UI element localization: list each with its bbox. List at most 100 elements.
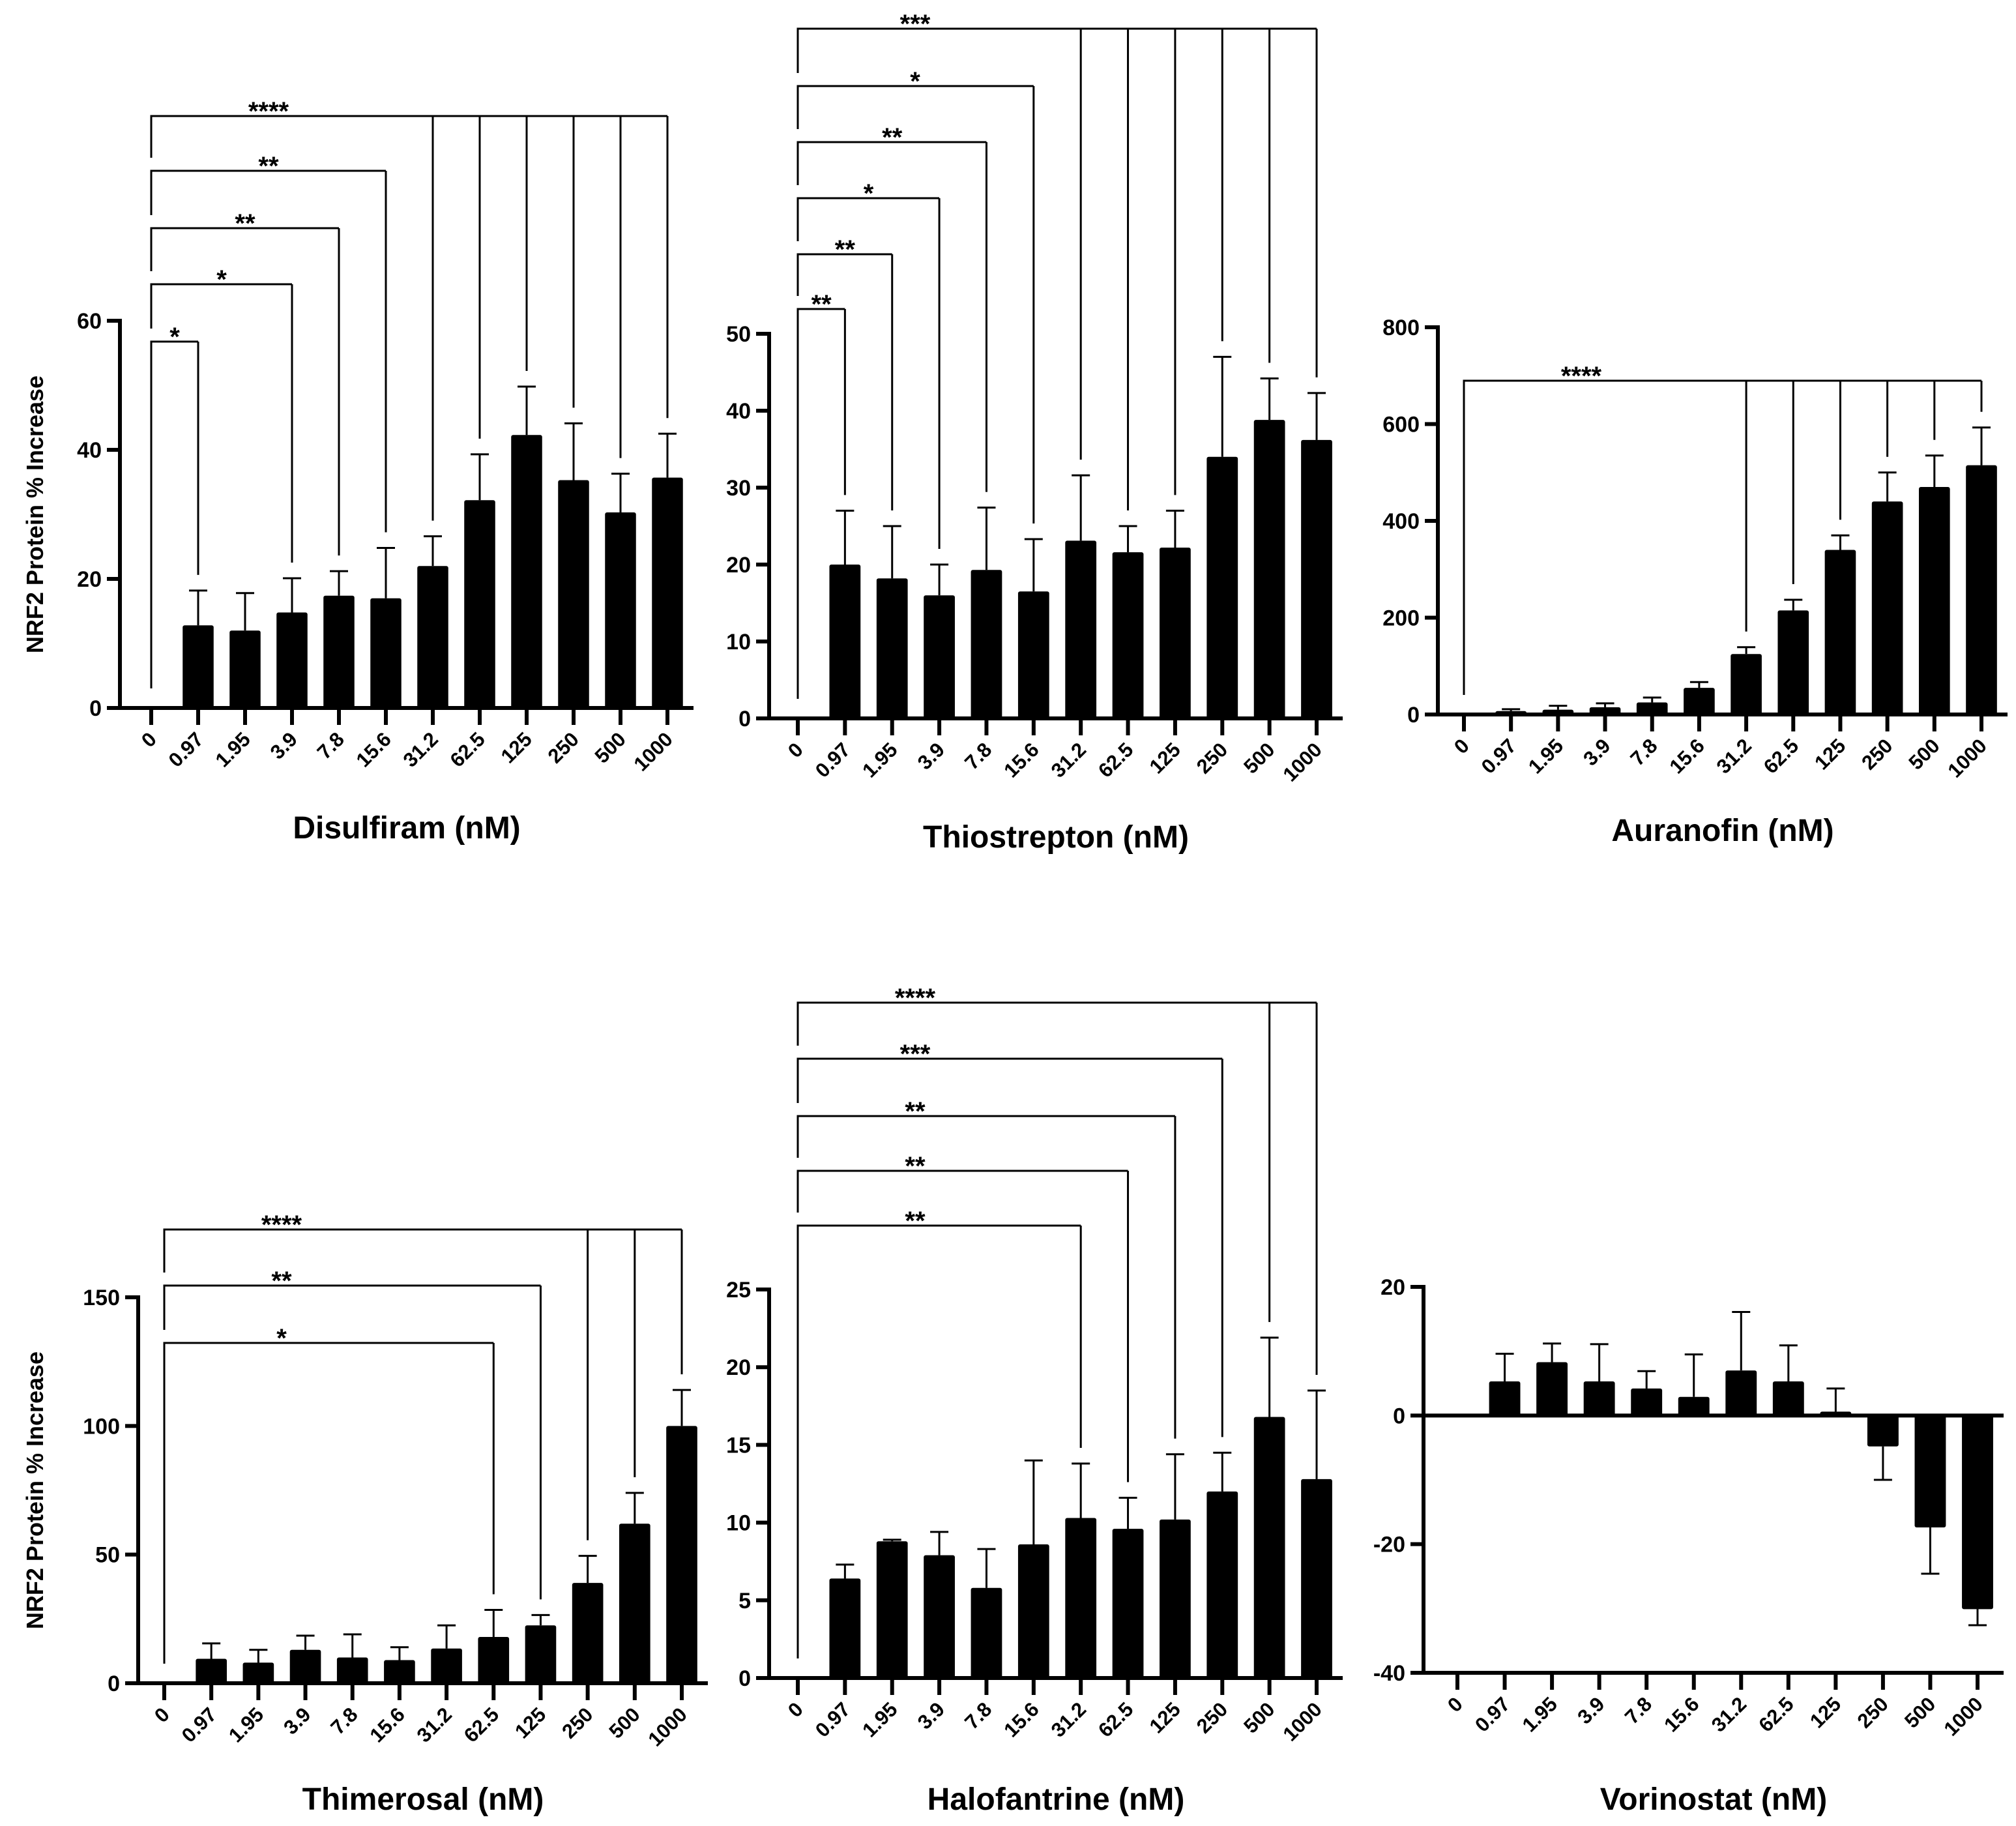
x-tick-label: 0.97 [164, 728, 208, 771]
bar-7.8 [971, 1587, 1002, 1678]
x-tick-label: 0 [1443, 1692, 1467, 1716]
y-tick-label: 10 [726, 630, 751, 655]
significance-label: ** [905, 1097, 926, 1126]
x-tick-label: 62.5 [1759, 734, 1803, 778]
x-tick-label: 15.6 [1659, 1692, 1703, 1736]
bar-500 [1914, 1415, 1946, 1528]
x-tick-label: 500 [1239, 738, 1279, 778]
x-tick-label: 125 [497, 728, 536, 767]
bar-125 [1160, 1519, 1191, 1678]
x-tick-label: 0.97 [1477, 734, 1521, 778]
y-axis-title: NRF2 Protein % Increase [22, 376, 48, 653]
x-axis-title: Auranofin (nM) [1611, 814, 1833, 848]
significance-bracket [150, 227, 339, 271]
x-tick-label: 250 [1192, 738, 1232, 778]
bar-31.2 [417, 566, 448, 708]
bar-15.6 [1684, 688, 1715, 714]
x-tick-label: 0 [783, 738, 808, 762]
y-tick-label: 600 [1382, 413, 1420, 437]
x-tick-label: 125 [510, 1703, 550, 1743]
x-tick-label: 250 [1853, 1692, 1893, 1732]
significance-bracket [796, 141, 987, 185]
bar-1.95 [876, 1541, 908, 1678]
bar-31.2 [431, 1648, 462, 1683]
y-tick-label: 5 [738, 1589, 751, 1613]
bar-31.2 [1725, 1370, 1757, 1416]
significance-bracket [163, 1284, 541, 1330]
x-tick-label: 0 [1450, 734, 1474, 758]
bar-0.97 [829, 1578, 861, 1678]
x-tick-label: 31.2 [1047, 1698, 1090, 1741]
y-tick-label: 0 [738, 1666, 751, 1691]
x-tick-label: 3.9 [279, 1703, 315, 1739]
significance-label: ** [905, 1207, 926, 1235]
bar-250 [1206, 456, 1238, 718]
bar-500 [1918, 487, 1950, 714]
significance-label: *** [900, 10, 931, 38]
x-tick-label: 3.9 [913, 1698, 949, 1733]
y-tick-label: 30 [726, 476, 751, 501]
bar-3.9 [1589, 707, 1621, 714]
x-tick-label: 250 [1857, 734, 1897, 774]
x-tick-label: 0.97 [811, 738, 855, 782]
x-tick-label: 7.8 [1626, 734, 1661, 770]
x-tick-label: 15.6 [999, 738, 1043, 782]
bar-0.97 [1495, 711, 1527, 714]
x-tick-label: 7.8 [960, 1698, 996, 1733]
significance-label: ** [835, 235, 856, 264]
bar-250 [558, 480, 589, 708]
x-tick-label: 3.9 [1573, 1692, 1609, 1728]
bar-3.9 [924, 595, 955, 718]
x-tick-label: 15.6 [1665, 734, 1708, 778]
bar-1.95 [876, 578, 908, 718]
x-tick-label: 1.95 [858, 1698, 901, 1741]
significance-label: **** [1561, 362, 1602, 390]
bar-500 [619, 1524, 650, 1683]
bar-7.8 [971, 570, 1002, 718]
x-tick-label: 500 [604, 1703, 644, 1743]
significance-bracket [796, 253, 892, 296]
y-tick-label: 0 [1407, 703, 1420, 728]
x-tick-label: 0.97 [177, 1703, 221, 1746]
y-tick-label: 400 [1382, 509, 1420, 534]
bar-250 [1871, 501, 1903, 714]
x-tick-label: 125 [1145, 1698, 1185, 1737]
significance-label: * [276, 1324, 287, 1353]
x-tick-label: 1000 [643, 1703, 692, 1751]
x-tick-label: 250 [557, 1703, 597, 1743]
y-tick-label: 100 [83, 1414, 120, 1439]
x-tick-label: 3.9 [1579, 734, 1614, 770]
x-tick-label: 15.6 [365, 1703, 409, 1746]
significance-label: ** [235, 209, 256, 238]
significance-label: * [910, 67, 920, 96]
bar-3.9 [1583, 1381, 1615, 1416]
bar-1000 [652, 477, 683, 708]
x-tick-label: 15.6 [999, 1698, 1043, 1741]
y-axis-title: NRF2 Protein % Increase [22, 1351, 48, 1629]
y-tick-label: 20 [77, 567, 102, 592]
x-tick-label: 1000 [629, 728, 677, 776]
x-tick-label: 0.97 [1470, 1692, 1514, 1736]
bar-0.97 [196, 1658, 227, 1683]
x-axis-title: Halofantrine (nM) [928, 1782, 1185, 1817]
bar-7.8 [323, 595, 355, 708]
bar-1.95 [1542, 709, 1574, 714]
bar-500 [1253, 1417, 1285, 1678]
significance-bracket [796, 197, 940, 241]
significance-bracket [163, 1342, 494, 1664]
y-tick-label: 20 [726, 553, 751, 578]
significance-label: * [216, 265, 227, 294]
x-tick-label: 1000 [1943, 734, 1991, 782]
x-tick-label: 1000 [1939, 1692, 1987, 1741]
x-tick-label: 0 [137, 728, 161, 752]
bar-62.5 [1112, 552, 1144, 718]
y-tick-label: 60 [77, 309, 102, 334]
x-tick-label: 250 [544, 728, 583, 767]
x-tick-label: 31.2 [1707, 1692, 1751, 1736]
bar-0.97 [183, 625, 214, 708]
x-tick-label: 15.6 [352, 728, 396, 771]
significance-label: *** [900, 1040, 931, 1068]
y-tick-label: 0 [108, 1671, 120, 1696]
